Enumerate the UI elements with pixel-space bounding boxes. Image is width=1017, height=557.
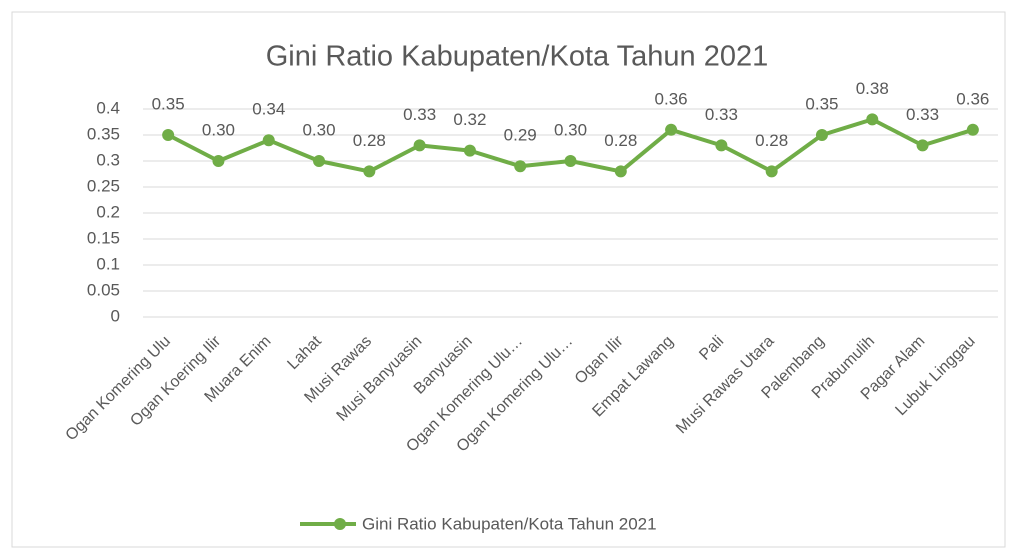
data-label: 0.33 [906,105,939,124]
marker [514,160,527,173]
legend-marker [334,518,346,530]
data-label: 0.28 [604,131,637,150]
y-tick-label: 0.05 [87,280,120,299]
marker [363,165,376,178]
y-tick-label: 0.3 [96,150,120,169]
marker [715,139,728,152]
data-label: 0.32 [453,110,486,129]
marker [463,144,476,157]
data-label: 0.38 [856,79,889,98]
marker [413,139,426,152]
marker [916,139,929,152]
legend-label: Gini Ratio Kabupaten/Kota Tahun 2021 [362,514,657,533]
marker [765,165,778,178]
data-label: 0.33 [705,105,738,124]
marker [212,155,225,167]
marker [966,123,979,136]
y-tick-label: 0.2 [96,202,120,221]
data-label: 0.30 [202,120,235,139]
data-label: 0.29 [504,126,537,145]
data-label: 0.36 [655,89,688,108]
y-tick-label: 0.4 [96,98,120,117]
marker [614,165,627,178]
data-label: 0.35 [805,94,838,113]
y-tick-label: 0 [111,306,120,325]
y-tick-label: 0.25 [87,176,120,195]
chart-title: Gini Ratio Kabupaten/Kota Tahun 2021 [266,41,769,73]
data-label: 0.33 [403,105,436,124]
data-label: 0.30 [554,120,587,139]
marker [866,113,879,126]
marker [815,129,828,141]
data-label: 0.28 [755,131,788,150]
marker [262,134,275,147]
y-tick-label: 0.35 [87,124,120,143]
chart-border [11,11,1006,548]
y-tick-label: 0.1 [96,254,120,273]
marker [162,129,175,141]
data-label: 0.34 [252,100,285,119]
marker [665,123,678,136]
y-tick-label: 0.15 [87,228,120,247]
data-label: 0.30 [302,120,335,139]
marker [313,155,326,167]
marker [564,155,577,167]
data-label: 0.35 [152,94,185,113]
data-label: 0.28 [353,131,386,150]
data-label: 0.36 [956,89,989,108]
